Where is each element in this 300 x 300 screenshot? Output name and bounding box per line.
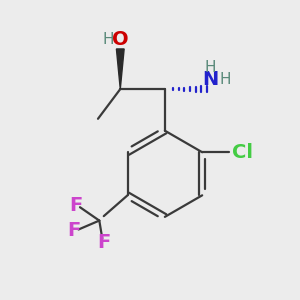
Text: F: F — [68, 221, 81, 241]
Text: O: O — [112, 30, 129, 49]
Polygon shape — [116, 49, 124, 89]
Text: H: H — [204, 60, 216, 75]
Text: N: N — [202, 70, 218, 89]
Text: F: F — [69, 196, 82, 215]
Text: F: F — [97, 233, 110, 252]
Text: H: H — [219, 72, 231, 87]
Text: Cl: Cl — [232, 143, 253, 162]
Text: H: H — [102, 32, 113, 47]
